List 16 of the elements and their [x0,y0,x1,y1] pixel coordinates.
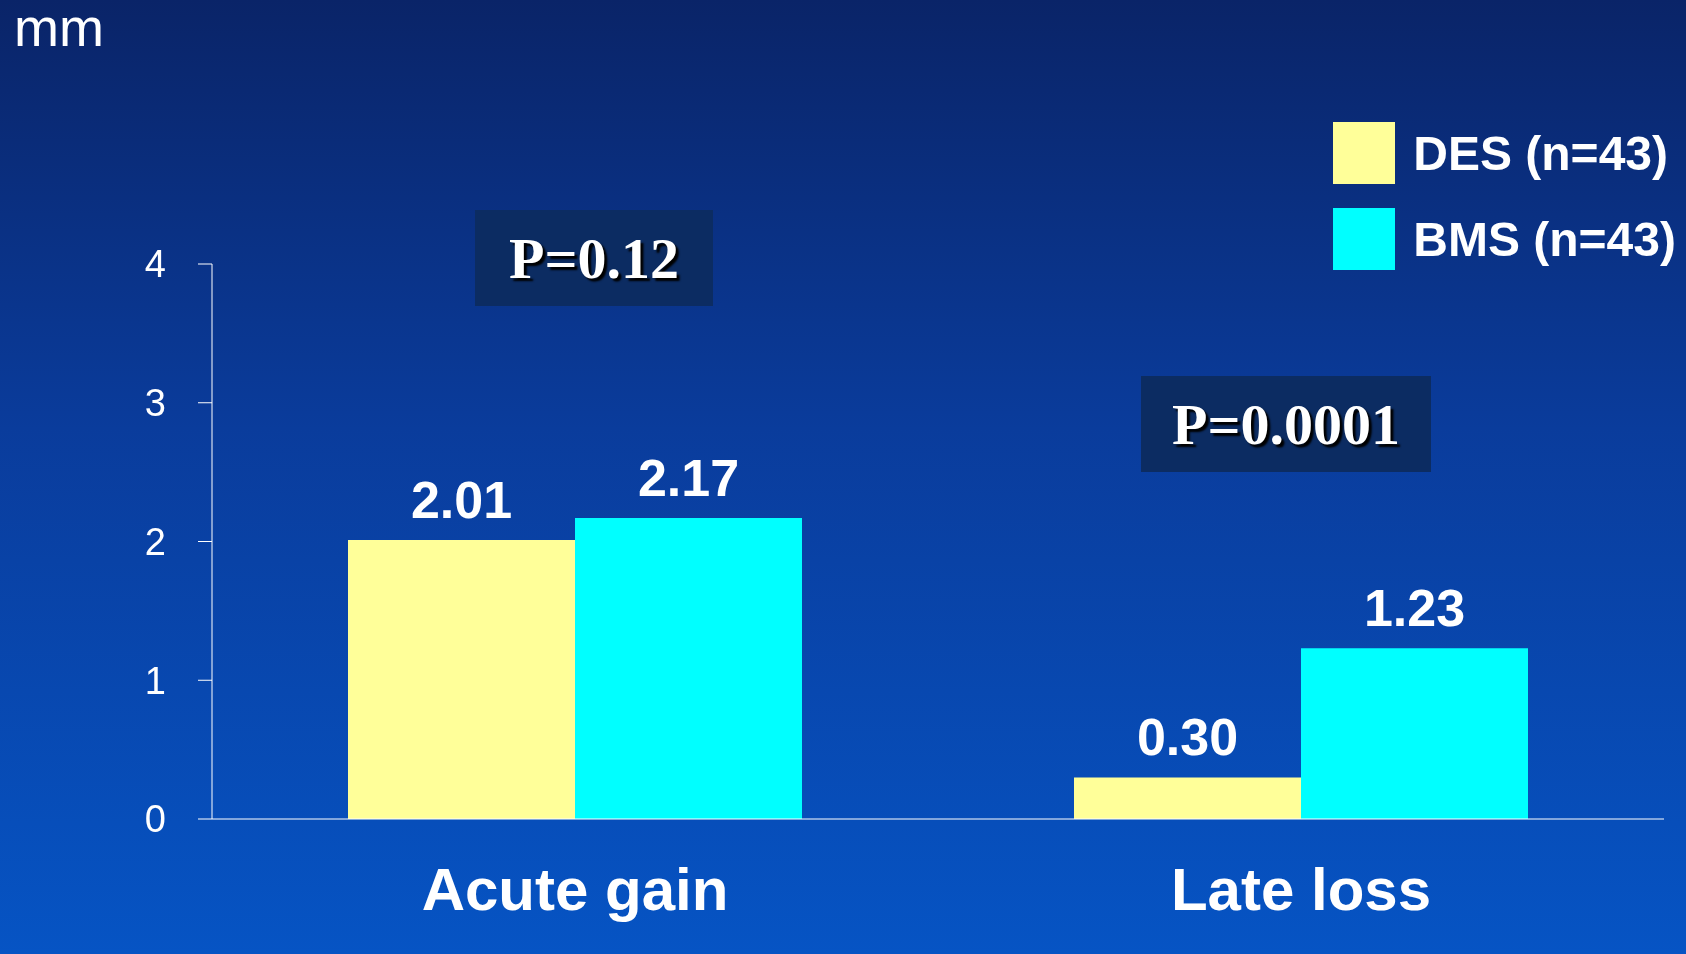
data-label: 2.01 [410,471,513,530]
annotation: P=0.0001 [1141,376,1431,472]
y-tick-label: 1 [144,659,166,702]
data-label: 1.23 [1363,579,1466,638]
y-tick-label: 0 [144,798,166,841]
y-tick-label: 2 [144,520,166,563]
y-tick-label: 4 [144,243,166,286]
data-label: 2.17 [637,448,740,507]
annotation: P=0.12 [475,210,713,306]
x-tick-label: Acute gain [421,855,729,923]
legend-label: BMS (n=43) [1413,211,1676,267]
data-label: 0.30 [1136,708,1239,767]
legend-label: DES (n=43) [1413,125,1669,181]
y-tick-label: 3 [144,382,166,425]
y-axis-title: mm [14,0,104,58]
x-tick-label: Late loss [1170,855,1432,923]
